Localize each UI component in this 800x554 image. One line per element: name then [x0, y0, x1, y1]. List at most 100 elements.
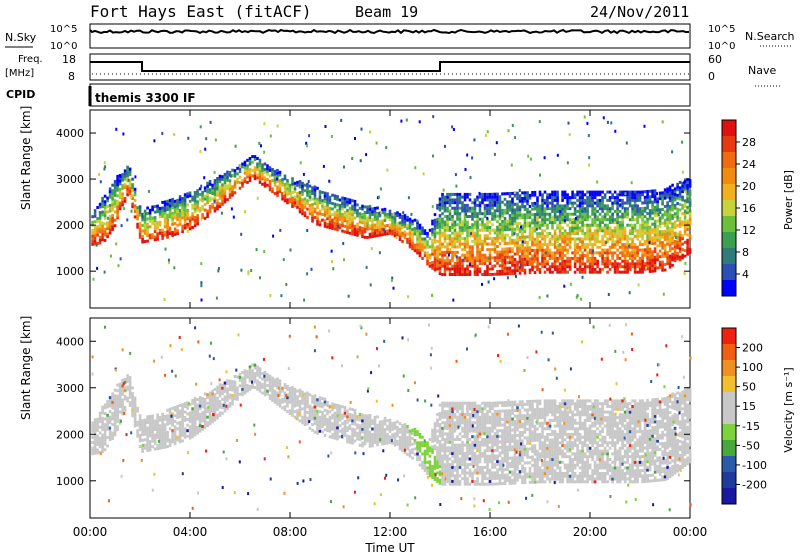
velocity-cell — [368, 414, 372, 417]
power-cell — [561, 248, 564, 252]
power-cell — [578, 190, 582, 194]
power-cell — [213, 179, 217, 183]
velocity-cell — [368, 425, 372, 429]
power-cell — [478, 201, 482, 205]
power-cell — [341, 196, 344, 200]
power-scatter — [215, 296, 218, 300]
power-cell — [563, 232, 567, 235]
power-cell — [518, 255, 522, 259]
power-cell — [543, 243, 547, 247]
velocity-cell — [311, 428, 314, 432]
velocity-cell — [298, 394, 302, 398]
velocity-cell — [343, 414, 347, 418]
velocity-cell — [358, 435, 362, 439]
velocity-cell — [158, 446, 162, 450]
velocity-cell — [256, 373, 259, 377]
power-cell — [121, 178, 124, 182]
power-cell — [471, 215, 474, 218]
power-cell — [561, 190, 564, 194]
power-cell — [421, 232, 424, 235]
power-cell — [601, 226, 604, 230]
velocity-cell — [301, 415, 304, 419]
power-cell — [98, 224, 102, 228]
power-cell — [481, 220, 484, 224]
velocity-cell — [151, 445, 154, 449]
velocity-cell — [131, 411, 134, 415]
power-cell — [458, 267, 462, 271]
power-cell — [398, 213, 402, 217]
power-cell — [111, 189, 114, 193]
velocity-cell — [103, 425, 107, 429]
power-cell — [111, 200, 114, 204]
power-cell — [591, 204, 594, 208]
power-cell — [536, 262, 539, 266]
power-cell — [553, 267, 557, 271]
power-cell — [648, 236, 652, 240]
nsearch-tick-lo: 10^0 — [708, 41, 735, 52]
power-scatter — [260, 144, 262, 148]
power-cell — [431, 263, 434, 267]
power-cell — [123, 199, 127, 203]
velocity-cell — [156, 419, 159, 423]
power-cell — [608, 226, 612, 230]
power-cell — [643, 201, 647, 205]
power-cell — [146, 223, 149, 226]
power-cell — [548, 240, 552, 244]
power-cell — [641, 193, 644, 197]
power-cell — [636, 251, 639, 255]
power-cell — [143, 226, 147, 230]
velocity-cell — [221, 411, 224, 415]
velocity-cell — [176, 438, 179, 442]
power-cell — [416, 245, 419, 249]
power-cell — [546, 196, 549, 200]
power-cell — [351, 224, 354, 228]
power-cell — [461, 248, 464, 252]
power-cell — [528, 257, 532, 261]
power-cell — [688, 181, 692, 185]
power-cell — [176, 223, 179, 227]
power-cell — [556, 190, 559, 194]
power-cell — [476, 242, 479, 246]
power-cell — [633, 196, 637, 200]
power-cell — [251, 168, 254, 172]
velocity-cell — [281, 400, 284, 404]
power-cell — [458, 242, 462, 246]
power-cell — [171, 220, 174, 224]
power-cell — [498, 233, 502, 237]
power-cell — [608, 234, 612, 238]
power-cell — [576, 256, 579, 260]
power-cell — [621, 226, 624, 230]
power-cell — [668, 243, 672, 247]
power-cell — [598, 223, 602, 227]
power-cell — [453, 198, 457, 202]
power-cell — [623, 215, 627, 219]
power-cell — [146, 206, 149, 210]
power-cell — [101, 213, 104, 217]
power-cell — [208, 210, 212, 214]
power-cell — [158, 209, 162, 213]
power-cell — [348, 217, 352, 221]
power-cell — [628, 218, 632, 222]
power-cell — [513, 222, 517, 226]
power-cell — [488, 231, 492, 235]
power-cell — [646, 220, 649, 224]
power-cell — [548, 212, 552, 216]
power-cell — [668, 215, 672, 219]
power-cell — [486, 242, 489, 246]
power-cell — [336, 197, 339, 201]
power-cell — [136, 217, 139, 221]
power-cell — [536, 210, 539, 214]
velocity-cell — [151, 425, 154, 429]
velocity-cell — [91, 429, 94, 433]
power-cell — [463, 242, 467, 246]
power-cell — [368, 224, 372, 228]
velocity-cell — [293, 390, 297, 394]
velocity-cell — [178, 415, 182, 419]
power-cell — [563, 212, 567, 216]
power-cell — [686, 247, 689, 251]
power-cell — [488, 248, 492, 252]
velocity-cell — [251, 377, 254, 381]
velocity-cell — [186, 429, 189, 433]
power-cell — [486, 256, 489, 260]
velocity-cell — [146, 432, 149, 436]
